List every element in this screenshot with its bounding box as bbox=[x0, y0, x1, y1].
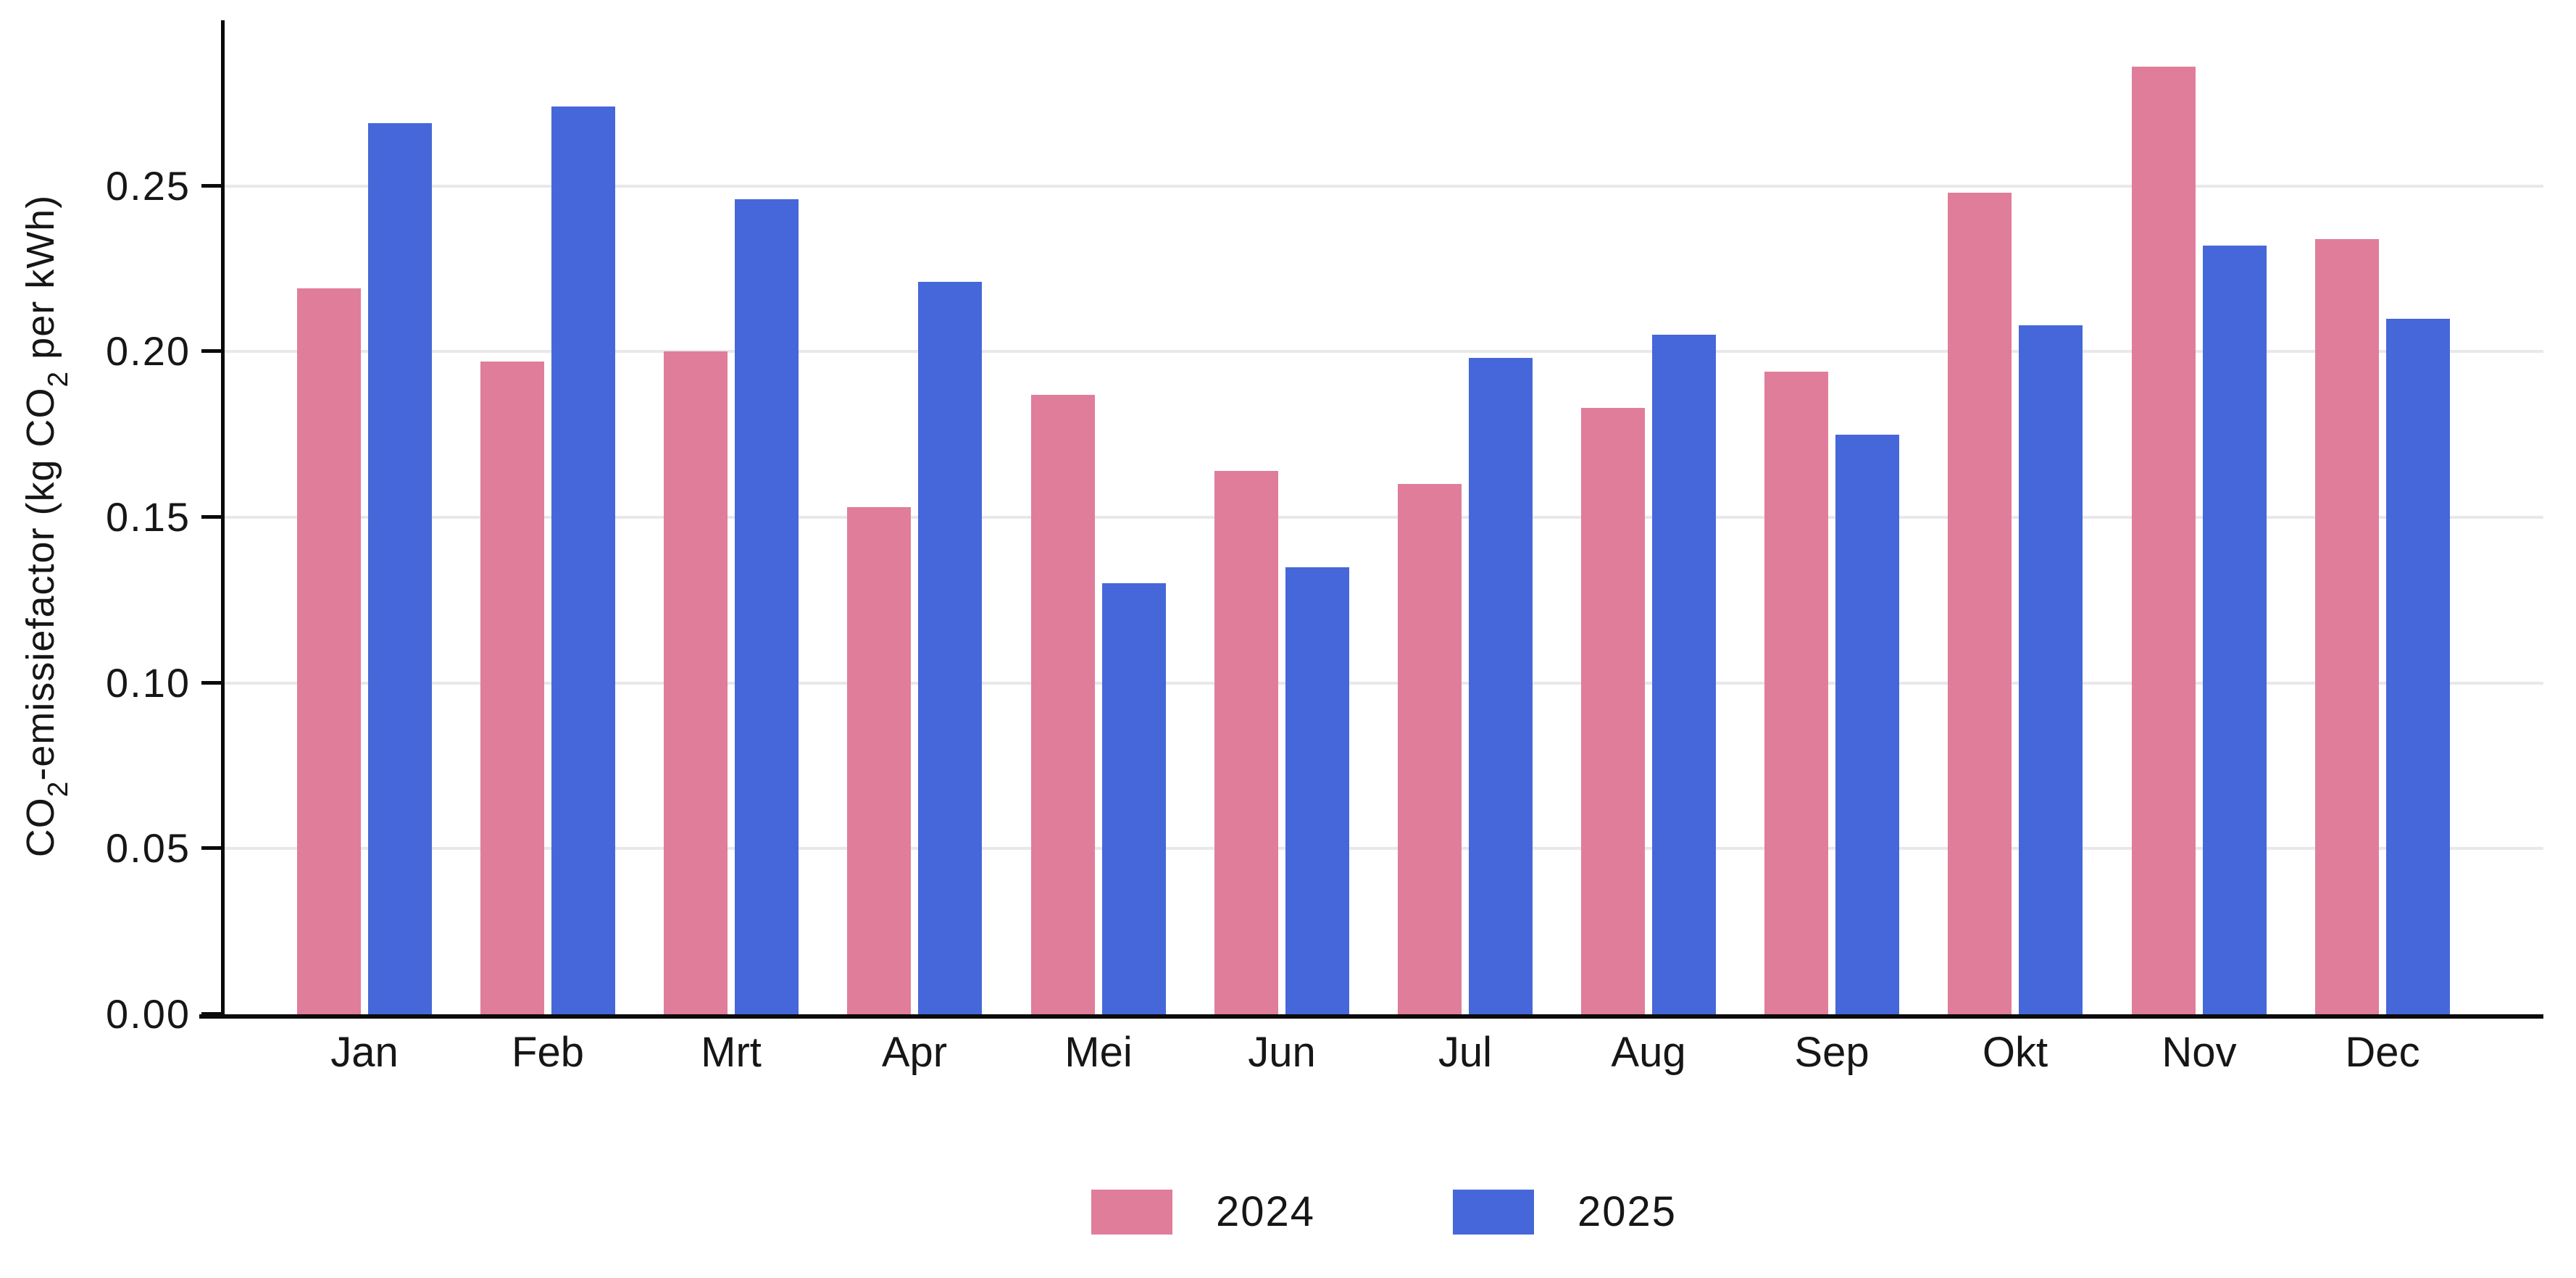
legend-swatch-2025 bbox=[1453, 1190, 1534, 1235]
bar-2024-mrt bbox=[664, 351, 728, 1014]
bar-2024-okt bbox=[1948, 193, 2012, 1014]
bar-2024-jun bbox=[1214, 471, 1278, 1014]
y-tick-label: 0.20 bbox=[106, 328, 191, 374]
x-tick-label-okt: Okt bbox=[1982, 1029, 2048, 1076]
x-tick-label-sep: Sep bbox=[1794, 1029, 1870, 1076]
legend-item-2025: 2025 bbox=[1453, 1190, 1677, 1235]
x-tick-label-mei: Mei bbox=[1064, 1029, 1133, 1076]
gridline-0.20 bbox=[225, 350, 2543, 353]
x-tick-label-nov: Nov bbox=[2162, 1029, 2237, 1076]
bar-2025-jul bbox=[1469, 358, 1533, 1014]
gridline-0.10 bbox=[225, 682, 2543, 685]
y-tick-mark-0.00 bbox=[201, 1012, 221, 1016]
x-tick-label-jan: Jan bbox=[330, 1029, 399, 1076]
legend-label-2025: 2025 bbox=[1577, 1188, 1677, 1235]
bar-2024-sep bbox=[1764, 372, 1828, 1014]
y-tick-label: 0.00 bbox=[106, 991, 191, 1037]
x-tick-label-jun: Jun bbox=[1248, 1029, 1316, 1076]
y-tick-label: 0.15 bbox=[106, 494, 191, 540]
bar-2024-jan bbox=[297, 288, 361, 1014]
y-tick-label: 0.05 bbox=[106, 825, 191, 871]
y-tick-mark-0.25 bbox=[201, 184, 221, 188]
bar-2024-mei bbox=[1031, 395, 1095, 1014]
gridline-0.05 bbox=[225, 847, 2543, 850]
legend-item-2024: 2024 bbox=[1091, 1190, 1315, 1235]
bar-2024-dec bbox=[2315, 239, 2379, 1014]
gridline-0.25 bbox=[225, 185, 2543, 188]
x-tick-label-aug: Aug bbox=[1611, 1029, 1686, 1076]
bar-2025-apr bbox=[918, 282, 982, 1014]
y-axis-title-subscript: 2 bbox=[42, 370, 74, 388]
legend-label-2024: 2024 bbox=[1215, 1188, 1315, 1235]
plot-area bbox=[199, 20, 2543, 1019]
x-tick-label-jul: Jul bbox=[1438, 1029, 1493, 1076]
y-tick-mark-0.20 bbox=[201, 349, 221, 353]
y-axis-title-text: -emissiefactor (kg CO bbox=[19, 387, 62, 781]
y-tick-mark-0.05 bbox=[201, 846, 221, 850]
y-axis-line bbox=[221, 20, 225, 1014]
legend: 2024 2025 bbox=[225, 1190, 2543, 1235]
bar-2025-jan bbox=[368, 123, 432, 1014]
y-tick-label: 0.10 bbox=[106, 660, 191, 706]
bar-2025-mei bbox=[1102, 583, 1166, 1014]
bar-2025-sep bbox=[1835, 435, 1899, 1014]
bar-2024-apr bbox=[847, 507, 911, 1014]
x-tick-label-mrt: Mrt bbox=[701, 1029, 762, 1076]
x-axis-line bbox=[199, 1014, 2543, 1019]
bar-2025-mrt bbox=[735, 199, 799, 1014]
bar-2025-aug bbox=[1652, 335, 1716, 1014]
y-tick-mark-0.10 bbox=[201, 681, 221, 685]
y-tick-mark-0.15 bbox=[201, 515, 221, 519]
legend-swatch-2024 bbox=[1091, 1190, 1172, 1235]
x-tick-label-apr: Apr bbox=[881, 1029, 948, 1076]
bar-2024-jul bbox=[1398, 484, 1462, 1014]
bar-2025-jun bbox=[1285, 567, 1349, 1014]
bar-2025-nov bbox=[2203, 246, 2267, 1014]
x-tick-label-feb: Feb bbox=[512, 1029, 584, 1076]
bar-2024-feb bbox=[480, 362, 544, 1014]
bar-2024-nov bbox=[2132, 67, 2196, 1014]
bar-2025-dec bbox=[2386, 319, 2450, 1014]
y-tick-label: 0.25 bbox=[106, 163, 191, 209]
gridline-0.15 bbox=[225, 516, 2543, 519]
x-tick-label-dec: Dec bbox=[2345, 1029, 2420, 1076]
bar-2025-okt bbox=[2019, 325, 2083, 1014]
bar-2025-feb bbox=[551, 106, 615, 1014]
bar-2024-aug bbox=[1581, 408, 1645, 1014]
y-axis-title-subscript: 2 bbox=[42, 780, 74, 798]
